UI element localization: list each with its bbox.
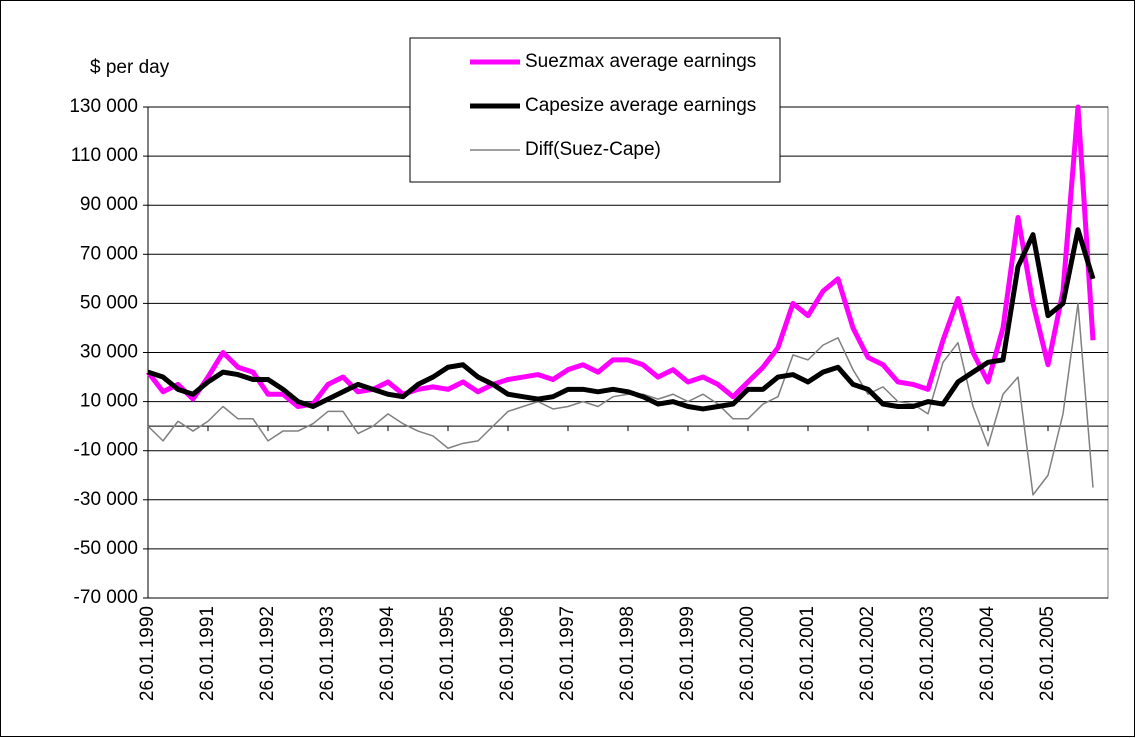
y-tick-label: 30 000 xyxy=(80,342,138,363)
x-tick-label: 26.01.1993 xyxy=(317,606,338,701)
legend-label: Capesize average earnings xyxy=(525,95,756,116)
x-tick-label: 26.01.1991 xyxy=(197,606,218,701)
y-tick-label: 50 000 xyxy=(80,292,138,313)
y-tick-label: 110 000 xyxy=(71,145,138,166)
x-tick-label: 26.01.2001 xyxy=(797,606,818,701)
x-tick-label: 26.01.1994 xyxy=(377,606,398,702)
y-tick-label: -30 000 xyxy=(74,489,138,510)
x-tick-label: 26.01.1990 xyxy=(137,606,158,701)
y-tick-label: 10 000 xyxy=(80,391,138,412)
y-tick-label: 70 000 xyxy=(80,243,138,264)
x-tick-label: 26.01.2002 xyxy=(857,606,878,701)
x-tick-label: 26.01.1999 xyxy=(677,606,698,701)
x-tick-label: 26.01.2005 xyxy=(1037,606,1058,701)
legend-label: Suezmax average earnings xyxy=(525,51,756,72)
x-tick-label: 26.01.2004 xyxy=(977,606,998,702)
y-axis-label: $ per day xyxy=(90,57,170,78)
x-tick-label: 26.01.1998 xyxy=(617,606,638,701)
y-tick-label: -50 000 xyxy=(74,538,138,559)
series-line xyxy=(147,302,1094,496)
x-tick-label: 26.01.2000 xyxy=(737,606,758,701)
x-tick-label: 26.01.1992 xyxy=(257,606,278,701)
x-tick-label: 26.01.1995 xyxy=(437,606,458,701)
y-tick-label: 90 000 xyxy=(80,194,138,215)
x-tick-label: 26.01.1997 xyxy=(557,606,578,701)
x-tick-label: 26.01.2003 xyxy=(917,606,938,701)
x-tick-label: 26.01.1996 xyxy=(497,606,518,701)
y-tick-label: 130 000 xyxy=(69,96,138,117)
series-line xyxy=(147,227,1096,412)
y-tick-label: -70 000 xyxy=(74,587,138,608)
y-tick-label: -10 000 xyxy=(74,440,138,461)
legend-label: Diff(Suez-Cape) xyxy=(525,139,661,160)
